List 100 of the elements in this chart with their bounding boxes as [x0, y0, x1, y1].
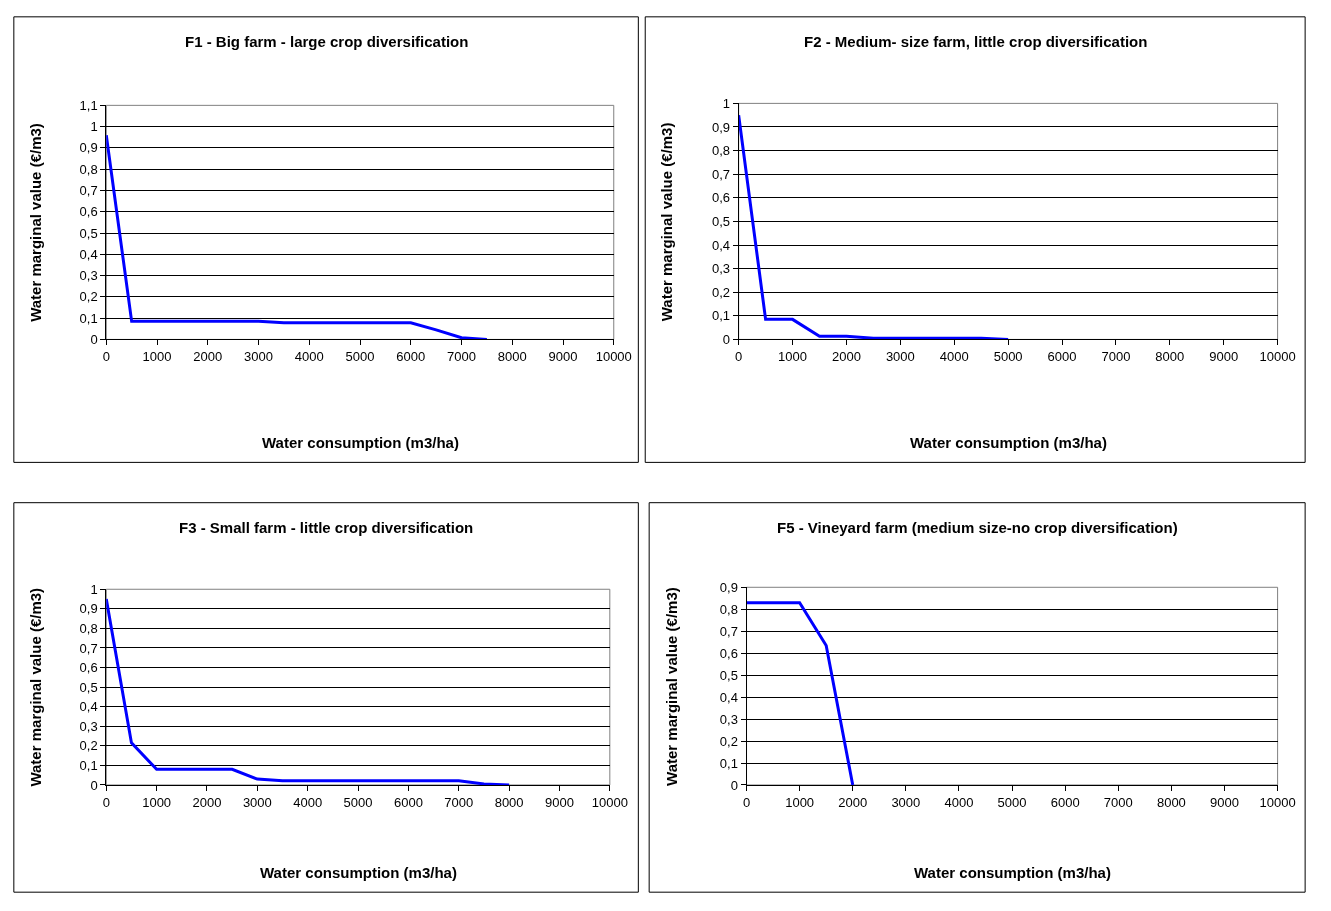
x-tick-label: 3000: [244, 349, 273, 365]
y-axis-title: Water marginal value (€/m3): [662, 587, 680, 786]
y-tick-label: 1,1: [79, 97, 98, 113]
chart-title: F1 - Big farm - large crop diversification: [185, 33, 469, 50]
x-tick-label: 9000: [1209, 349, 1239, 365]
x-tick-label: 2000: [192, 794, 222, 810]
x-tick-label: 10000: [595, 349, 632, 365]
y-tick-label: 0,3: [79, 718, 98, 734]
x-tick-label: 7000: [1101, 349, 1131, 365]
x-tick-label: 9000: [545, 794, 574, 810]
x-tick-label: 2000: [838, 794, 868, 810]
y-tick-label: 0,8: [711, 143, 731, 159]
x-tick-label: 3000: [891, 794, 921, 810]
x-tick-label: 5000: [345, 349, 375, 365]
y-tick-label: 0,2: [711, 284, 731, 300]
x-tick-label: 3000: [885, 349, 915, 365]
y-tick-label: 0,1: [711, 308, 731, 324]
y-tick-label: 0,6: [719, 645, 738, 661]
y-tick-label: 0,1: [719, 755, 738, 771]
y-tick-label: 0,6: [79, 204, 98, 220]
y-tick-label: 0,7: [79, 183, 98, 199]
line-series: [106, 597, 511, 785]
line-series: [106, 133, 489, 340]
x-tick-label: 5000: [997, 794, 1027, 810]
x-axis-title: Water consumption (m3/ha): [260, 864, 457, 881]
x-tick-label: 6000: [393, 794, 423, 810]
x-tick-label: 4000: [944, 794, 974, 810]
y-tick-label: 0,2: [719, 733, 738, 749]
x-tick-label: 6000: [1047, 349, 1077, 365]
y-tick-label: 0,9: [79, 601, 98, 617]
y-tick-label: 0,7: [719, 623, 738, 639]
x-tick-label: 4000: [294, 349, 324, 365]
y-tick-label: 1: [722, 95, 731, 111]
y-tick-label: 0,8: [79, 620, 98, 636]
y-tick-label: 0,4: [79, 246, 98, 262]
x-tick-label: 10000: [1259, 349, 1296, 365]
y-tick-label: 0: [730, 777, 738, 793]
x-tick-label: 1000: [785, 794, 815, 810]
y-tick-label: 0,6: [79, 660, 98, 676]
y-tick-label: 0,3: [719, 711, 738, 727]
x-tick-label: 6000: [1050, 794, 1080, 810]
y-tick-label: 1: [90, 581, 98, 597]
x-tick-label: 8000: [494, 794, 524, 810]
x-tick-label: 2000: [193, 349, 223, 365]
x-tick-label: 6000: [396, 349, 426, 365]
y-tick-label: 0: [90, 777, 98, 793]
x-tick-label: 7000: [1103, 794, 1133, 810]
chart-title: F2 - Medium- size farm, little crop diversification: [804, 33, 1148, 50]
x-tick-label: 5000: [993, 349, 1023, 365]
x-axis-title: Water consumption (m3/ha): [914, 864, 1111, 881]
x-tick-label: 2000: [831, 349, 861, 365]
x-tick-label: 9000: [1210, 794, 1239, 810]
y-axis-title: Water marginal value (€/m3): [27, 587, 45, 787]
y-tick-label: 0: [722, 331, 731, 347]
y-tick-label: 0,1: [79, 757, 98, 773]
y-axis-title: Water marginal value (€/m3): [27, 123, 45, 322]
y-tick-label: 0,9: [79, 140, 98, 156]
y-axis-title: Water marginal value (€/m3): [658, 122, 676, 322]
x-tick-label: 1000: [778, 349, 807, 365]
x-tick-label: 0: [742, 794, 751, 810]
x-tick-label: 3000: [242, 794, 272, 810]
y-tick-label: 1: [90, 119, 98, 135]
x-tick-label: 7000: [447, 349, 476, 365]
y-tick-label: 0,9: [719, 579, 738, 595]
y-tick-label: 0,3: [79, 268, 98, 284]
x-tick-label: 1000: [142, 794, 172, 810]
x-tick-label: 8000: [497, 349, 527, 365]
x-tick-label: 10000: [1259, 794, 1296, 810]
x-tick-label: 8000: [1155, 349, 1185, 365]
chart-title: F5 - Vineyard farm (medium size-no crop diversification): [777, 519, 1178, 536]
y-tick-label: 0,5: [79, 679, 98, 695]
x-axis-title: Water consumption (m3/ha): [262, 434, 459, 451]
x-tick-label: 0: [102, 794, 110, 810]
x-tick-label: 4000: [293, 794, 323, 810]
x-tick-label: 4000: [939, 349, 969, 365]
y-tick-label: 0,4: [719, 689, 738, 705]
y-tick-label: 0,4: [711, 237, 731, 253]
x-tick-label: 10000: [591, 794, 628, 810]
x-tick-label: 8000: [1156, 794, 1186, 810]
line-series: [738, 113, 1010, 340]
x-tick-label: 5000: [343, 794, 373, 810]
y-tick-label: 0,8: [79, 161, 98, 177]
y-tick-label: 0,4: [79, 699, 98, 715]
y-tick-label: 0,2: [79, 289, 98, 305]
x-tick-label: 9000: [548, 349, 578, 365]
x-tick-label: 1000: [142, 349, 172, 365]
x-axis-title: Water consumption (m3/ha): [910, 434, 1107, 451]
x-tick-label: 0: [102, 349, 110, 365]
y-tick-label: 0,3: [711, 261, 731, 277]
chart-title: F3 - Small farm - little crop diversification: [179, 519, 474, 536]
y-tick-label: 0,7: [79, 640, 98, 656]
y-tick-label: 0: [90, 331, 98, 347]
x-tick-label: 7000: [444, 794, 474, 810]
y-tick-label: 0,6: [711, 190, 731, 206]
y-tick-label: 0,8: [719, 601, 738, 617]
y-tick-label: 0,5: [711, 213, 731, 229]
y-tick-label: 0,9: [711, 119, 731, 135]
y-tick-label: 0,5: [79, 225, 98, 241]
y-tick-label: 0,7: [711, 166, 731, 182]
y-tick-label: 0,2: [79, 738, 98, 754]
